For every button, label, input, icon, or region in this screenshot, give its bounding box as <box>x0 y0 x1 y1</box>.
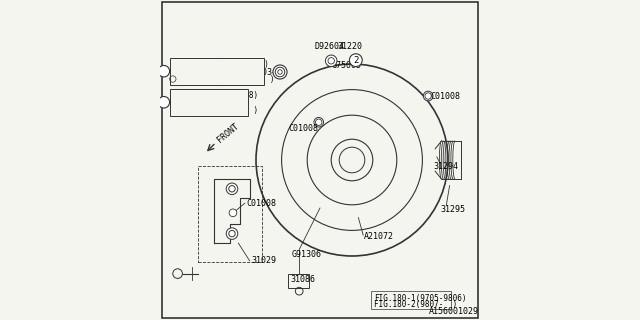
Circle shape <box>227 228 238 239</box>
Text: (9807-0004): (9807-0004) <box>219 60 269 68</box>
Text: A156001029: A156001029 <box>429 308 479 316</box>
Bar <box>288 274 309 288</box>
Text: A21097: A21097 <box>171 60 198 68</box>
Circle shape <box>229 209 237 217</box>
Circle shape <box>349 54 362 67</box>
Text: G91306: G91306 <box>291 250 321 259</box>
Text: 32103: 32103 <box>247 68 272 76</box>
Circle shape <box>326 55 337 67</box>
Circle shape <box>158 66 170 77</box>
Circle shape <box>424 91 433 101</box>
Text: 2: 2 <box>161 98 166 107</box>
Text: (0109-      ): (0109- ) <box>198 106 258 115</box>
Text: 31086: 31086 <box>291 275 316 284</box>
Text: (0005-     ): (0005- ) <box>219 75 274 84</box>
Bar <box>371 291 451 309</box>
Bar <box>170 58 264 85</box>
Text: C01008: C01008 <box>246 199 276 208</box>
Text: 31294: 31294 <box>434 162 459 171</box>
Text: 31220: 31220 <box>338 42 363 51</box>
Text: 31295: 31295 <box>440 205 465 214</box>
Circle shape <box>273 65 287 79</box>
Text: A81004: A81004 <box>171 91 198 100</box>
Text: (      -0108): ( -0108) <box>198 91 258 100</box>
Text: C01008: C01008 <box>430 92 460 100</box>
Text: FRONT: FRONT <box>216 122 241 145</box>
Text: A81008: A81008 <box>171 106 198 115</box>
Text: A21072: A21072 <box>364 232 394 241</box>
Text: G75005: G75005 <box>332 61 361 70</box>
Text: 1: 1 <box>161 67 166 76</box>
Text: D92604: D92604 <box>315 42 344 51</box>
Bar <box>198 166 262 262</box>
Circle shape <box>158 97 170 108</box>
Bar <box>170 89 248 116</box>
Circle shape <box>227 183 238 195</box>
Text: 2: 2 <box>353 56 358 65</box>
Text: 31029: 31029 <box>251 256 276 265</box>
Text: FIG.180-2(9807-  ): FIG.180-2(9807- ) <box>374 300 458 309</box>
Text: C01008: C01008 <box>289 124 319 132</box>
Text: ß010510450(2): ß010510450(2) <box>171 76 226 82</box>
Circle shape <box>314 117 324 127</box>
Circle shape <box>173 269 182 278</box>
Text: FIG.180-1(9705-9806): FIG.180-1(9705-9806) <box>374 294 467 303</box>
